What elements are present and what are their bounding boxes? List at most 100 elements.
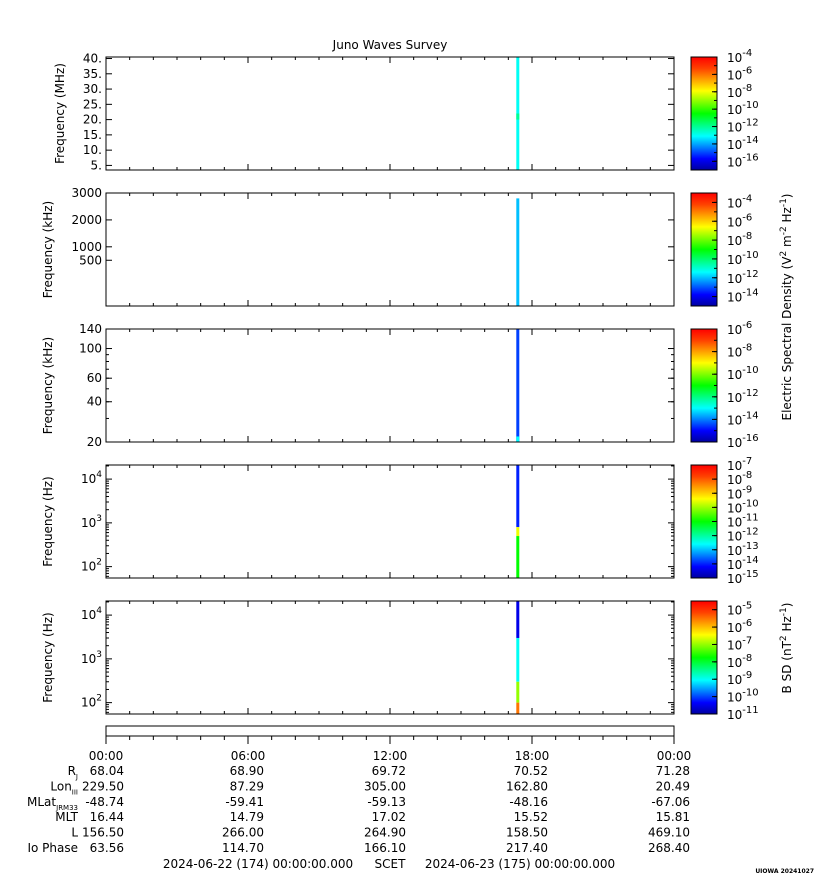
y-tick-label-exp: 3: [96, 650, 102, 660]
footer-scet: SCET: [375, 857, 407, 871]
y-tick-label-base: 20: [87, 435, 102, 449]
cbar-label-sup: -1: [779, 607, 789, 616]
ephem-label-sub: JRM33: [55, 804, 78, 812]
cbar-tick-label: 10-12: [727, 527, 759, 544]
cbar-tick-base: 10: [727, 572, 742, 586]
cbar-tick-base: 10: [727, 656, 742, 670]
y-tick-label: 3000: [71, 186, 102, 200]
cbar-tick-exp: -6: [742, 212, 752, 223]
cbar-tick-exp: -6: [742, 618, 752, 629]
cbar-tick-label: 10-16: [727, 152, 759, 169]
cbar-tick-label: 10-9: [727, 484, 752, 501]
time-axis: 00:00 06:00 12:00 18:00 00:00: [89, 725, 691, 763]
data-streak: [516, 601, 520, 638]
y-tick-label-base: 40: [87, 395, 102, 409]
cbar-tick-base: 10: [727, 51, 742, 65]
cbar-tick-base: 10: [727, 86, 742, 100]
cbar-tick-label: 10-8: [727, 343, 752, 360]
y-axis-label: Frequency (MHz): [53, 63, 67, 164]
footer-start-date: 2024-06-22 (174) 00:00:00.000: [163, 857, 353, 871]
cbar-tick-exp: -10: [742, 498, 758, 509]
y-tick-label-exp: 2: [96, 694, 102, 704]
time-tick-label: 12:00: [373, 749, 408, 763]
cbar-tick-label: 10-6: [727, 618, 752, 635]
data-streak: [516, 329, 520, 442]
y-tick-label-base: 5.: [91, 158, 102, 172]
plot-area: [106, 329, 674, 442]
y-tick-label-exp: 3: [96, 514, 102, 524]
cbar-tick-label: 10-6: [727, 320, 752, 337]
y-tick-label-base: 25.: [83, 97, 102, 111]
cbar-tick-base: 10: [727, 196, 742, 210]
colorbar: [690, 328, 718, 443]
ephem-value: 71.28: [656, 764, 690, 778]
spectrogram-panel-1: 5.10.15.20. 25.30.35.40. Frequency (MHz) 10…: [53, 48, 759, 172]
cbar-tick-label: 10-12: [727, 388, 759, 405]
y-tick-label: 35.: [83, 67, 102, 81]
ephem-value: 158.50: [506, 826, 548, 840]
ephem-value: 16.44: [90, 810, 124, 824]
y-tick-label: 500: [79, 253, 102, 267]
cbar-label-sup: 2: [779, 251, 789, 257]
data-streak: [516, 681, 520, 703]
cbar-tick-exp: -4: [742, 48, 752, 59]
y-tick-label: 40: [87, 395, 102, 409]
ephem-value: 15.52: [514, 810, 548, 824]
y-tick-label: 103: [81, 650, 102, 666]
cbar-tick-base: 10: [727, 215, 742, 229]
plot-area: [106, 601, 674, 714]
cbar-tick-label: 10-7: [727, 635, 752, 652]
cbar-tick-exp: -7: [742, 635, 752, 646]
cbar-tick-label: 10-13: [727, 541, 759, 558]
cbar-tick-base: 10: [727, 691, 742, 705]
ephem-value: -59.41: [225, 795, 264, 809]
cbar-tick-label: 10-11: [727, 513, 759, 530]
cbar-tick-exp: -12: [742, 388, 758, 399]
cbar-tick-base: 10: [727, 501, 742, 515]
cbar-tick-exp: -6: [742, 65, 752, 76]
ephem-value: 70.52: [514, 764, 548, 778]
cbar-tick-label: 10-9: [727, 670, 752, 687]
plot-area: [106, 57, 674, 170]
cbar-tick-base: 10: [727, 638, 742, 652]
y-tick-label-base: 10: [81, 516, 96, 530]
ephem-value: -59.13: [367, 795, 406, 809]
y-tick-label: 102: [81, 558, 102, 574]
time-tick-label: 06:00: [231, 749, 266, 763]
y-tick-label-base: 35.: [83, 67, 102, 81]
colorbar: [690, 192, 718, 307]
cbar-tick-base: 10: [727, 121, 742, 135]
colorbar: [690, 56, 718, 171]
y-tick-label-base: 60: [87, 371, 102, 385]
cbar-tick-base: 10: [727, 604, 742, 618]
y-tick-label-exp: 2: [96, 558, 102, 568]
y-tick-label: 60: [87, 371, 102, 385]
ephem-value: 114.70: [222, 841, 264, 855]
cbar-tick-exp: -7: [742, 456, 752, 467]
cbar-label-sup: -1: [779, 198, 789, 207]
cbar-tick-base: 10: [727, 323, 742, 337]
ephem-row-label: Io Phase: [27, 841, 78, 855]
cbar-label-part: Hz: [780, 616, 794, 635]
cbar-tick-base: 10: [727, 368, 742, 382]
cbar-tick-exp: -11: [742, 705, 758, 716]
y-axis-label: Frequency (kHz): [41, 337, 55, 434]
cbar-tick-exp: -8: [742, 653, 752, 664]
y-tick-label: 15.: [83, 128, 102, 142]
cbar-tick-exp: -16: [742, 152, 758, 163]
ephem-label-text: Io Phase: [27, 841, 78, 855]
ephem-value: 68.90: [230, 764, 264, 778]
y-tick-label: 100: [79, 342, 102, 356]
y-tick-label: 102: [81, 694, 102, 710]
y-tick-label-base: 100: [79, 342, 102, 356]
cbar-label-part: Hz: [780, 207, 794, 226]
cbar-tick-exp: -12: [742, 269, 758, 280]
y-tick-label: 140: [79, 322, 102, 336]
y-tick-label-base: 10.: [83, 143, 102, 157]
data-streak: [516, 702, 520, 714]
cbar-tick-base: 10: [727, 487, 742, 501]
uiowa-stamp: UIOWA 20241027: [755, 868, 814, 875]
